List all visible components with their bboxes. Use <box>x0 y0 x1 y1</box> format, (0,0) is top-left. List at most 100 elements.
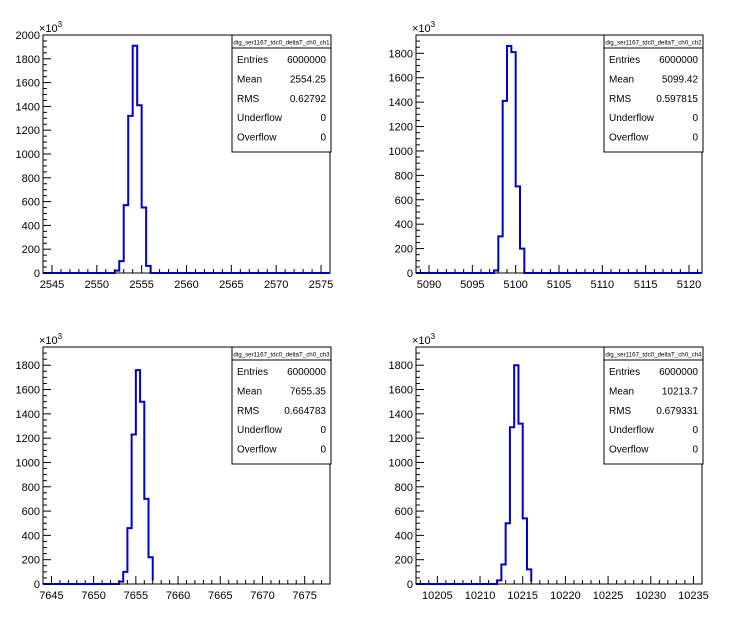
x-tick-label: 5100 <box>503 279 527 291</box>
plot-frame <box>415 346 703 585</box>
y-tick-label: 600 <box>395 506 413 518</box>
y-tick-label: 400 <box>395 530 413 542</box>
stats-label: Entries <box>237 55 268 66</box>
y-tick-label: 1400 <box>389 409 413 421</box>
stats-label: Underflow <box>609 425 655 436</box>
stats-value: 0.679331 <box>656 406 698 417</box>
stats-box: dig_ser1167_tdc0_deltaT_ch0_ch3 Entries 60… <box>231 346 332 465</box>
histogram-panel-1: 0 200 400 600 800 1000 1200 1400 1600 1800 2000×10… <box>16 20 334 291</box>
stats-label: Overflow <box>609 445 649 456</box>
stats-value: 0 <box>320 425 326 436</box>
stats-value: 6000000 <box>659 55 698 66</box>
stats-value: 2554.25 <box>290 74 327 85</box>
stats-label: Entries <box>609 367 640 378</box>
x-tick-label: 10210 <box>465 590 496 602</box>
stats-box: dig_ser1167_tdc0_deltaT_ch0_ch4 Entries 60… <box>603 346 704 465</box>
stats-box: dig_ser1167_tdc0_deltaT_ch0_ch2 Entries 60… <box>603 34 704 153</box>
y-tick-label: 1000 <box>389 457 413 469</box>
stats-value: 6000000 <box>659 367 698 378</box>
x-tick-label: 5120 <box>677 279 701 291</box>
stats-title: dig_ser1167_tdc0_deltaT_ch0_ch4 <box>605 352 702 359</box>
stats-value: 0 <box>320 113 326 124</box>
y-tick-label: 0 <box>407 579 413 591</box>
stats-label: RMS <box>609 94 632 105</box>
histogram-series-line <box>43 44 330 274</box>
y-tick-label: 200 <box>395 244 413 256</box>
y-tick-label: 1400 <box>16 101 40 113</box>
stats-label: Overflow <box>237 445 277 456</box>
x-tick-label: 2550 <box>85 279 109 291</box>
stats-value: 0 <box>320 445 326 456</box>
x-tick-label: 10225 <box>593 590 624 602</box>
stats-label: Entries <box>609 55 640 66</box>
stats-label: Overflow <box>237 133 277 144</box>
y-tick-label: 1600 <box>16 385 40 397</box>
stats-label: Mean <box>609 74 634 85</box>
stats-label: Entries <box>237 367 268 378</box>
x-tick-label: 7660 <box>166 590 190 602</box>
stats-box-frame <box>603 34 704 153</box>
y-tick-label: 1200 <box>389 122 413 134</box>
stats-title: dig_ser1167_tdc0_deltaT_ch0_ch3 <box>233 352 330 359</box>
histogram-panel-3: 0 200 400 600 800 1000 1200 1400 1600 1800 ×103 764… <box>16 332 332 602</box>
x-tick-label: 7650 <box>81 590 105 602</box>
x-tick-label: 7670 <box>250 590 274 602</box>
y-tick-label: 0 <box>34 579 40 591</box>
stats-title: dig_ser1167_tdc0_deltaT_ch0_ch1 <box>233 40 330 47</box>
x-tick-label: 7655 <box>124 590 148 602</box>
y-tick-label: 1800 <box>389 48 413 60</box>
y-tick-label: 2000 <box>16 30 40 42</box>
stats-label: RMS <box>237 94 260 105</box>
y-tick-label: 1000 <box>16 149 40 161</box>
y-tick-label: 1400 <box>16 409 40 421</box>
stats-box-frame <box>603 346 704 465</box>
stats-value: 0 <box>692 425 698 436</box>
x-tick-label: 10220 <box>550 590 581 602</box>
y-tick-label: 200 <box>22 244 40 256</box>
stats-label: Underflow <box>237 113 283 124</box>
y-tick-label: 600 <box>22 506 40 518</box>
y-axis-multiplier: ×103 <box>39 332 63 347</box>
stats-value: 6000000 <box>287 55 326 66</box>
stats-value: 7655.35 <box>290 386 327 397</box>
stats-label: RMS <box>609 406 632 417</box>
y-tick-label: 1800 <box>16 54 40 66</box>
x-tick-label: 10215 <box>507 590 538 602</box>
y-axis-multiplier: ×103 <box>412 20 436 35</box>
x-tick-label: 10235 <box>678 590 709 602</box>
stats-value: 5099.42 <box>662 74 699 85</box>
x-tick-label: 2545 <box>40 279 64 291</box>
histogram-panel-2: 0 200 400 600 800 1000 1200 1400 1600 1800 ×103 509… <box>389 20 704 291</box>
x-tick-label: 2575 <box>309 279 333 291</box>
stats-value: 0 <box>320 133 326 144</box>
y-tick-label: 400 <box>395 219 413 231</box>
stats-label: Mean <box>237 74 262 85</box>
x-tick-label: 7645 <box>39 590 63 602</box>
y-tick-label: 800 <box>22 173 40 185</box>
stats-value: 0 <box>692 445 698 456</box>
x-tick-label: 7675 <box>292 590 316 602</box>
stats-value: 0 <box>692 113 698 124</box>
y-tick-label: 1600 <box>389 385 413 397</box>
x-tick-label: 5090 <box>417 279 441 291</box>
stats-label: Underflow <box>609 113 655 124</box>
x-tick-label: 5115 <box>634 279 658 291</box>
x-tick-label: 10205 <box>422 590 453 602</box>
histogram-series-line <box>416 364 533 585</box>
y-tick-label: 1800 <box>16 360 40 372</box>
stats-value: 0.597815 <box>656 94 698 105</box>
y-tick-label: 600 <box>395 195 413 207</box>
y-tick-label: 800 <box>22 482 40 494</box>
stats-label: Mean <box>609 386 634 397</box>
x-tick-label: 5105 <box>547 279 571 291</box>
y-tick-label: 800 <box>395 170 413 182</box>
stats-title: dig_ser1167_tdc0_deltaT_ch0_ch2 <box>605 40 702 47</box>
y-tick-label: 200 <box>22 555 40 567</box>
y-tick-label: 1600 <box>389 73 413 85</box>
stats-label: RMS <box>237 406 260 417</box>
y-tick-label: 1600 <box>16 78 40 90</box>
x-tick-label: 5110 <box>591 279 615 291</box>
stats-value: 6000000 <box>287 367 326 378</box>
x-tick-label: 7665 <box>208 590 232 602</box>
